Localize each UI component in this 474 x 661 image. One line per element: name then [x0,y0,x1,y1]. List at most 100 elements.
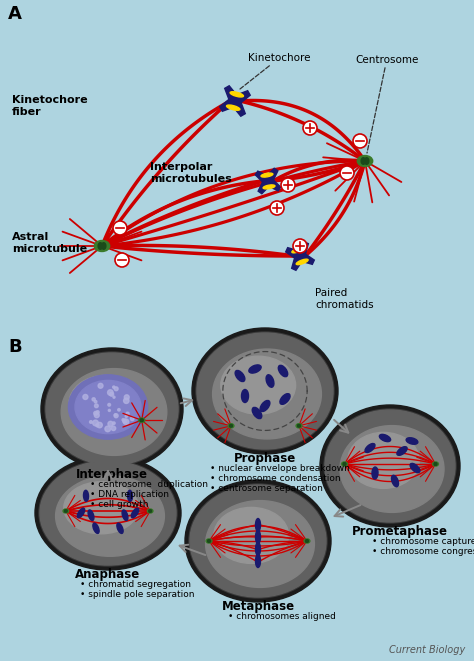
Polygon shape [255,171,271,184]
Circle shape [108,390,113,395]
Ellipse shape [410,463,420,473]
Ellipse shape [231,424,232,427]
Ellipse shape [365,444,375,453]
Circle shape [122,418,124,421]
Ellipse shape [379,434,391,442]
Ellipse shape [372,467,378,479]
Ellipse shape [131,508,139,518]
Circle shape [114,387,118,391]
Ellipse shape [241,389,248,403]
Circle shape [130,417,134,420]
Circle shape [124,395,129,400]
Circle shape [97,422,102,428]
Circle shape [270,201,284,215]
Circle shape [124,398,129,403]
Ellipse shape [209,540,210,542]
Ellipse shape [94,241,109,251]
Circle shape [114,414,117,416]
Ellipse shape [64,510,66,512]
Text: • chromosome condensation: • chromosome condensation [210,474,341,483]
Ellipse shape [228,424,234,428]
Text: • chromatid segregation: • chromatid segregation [80,580,191,589]
Ellipse shape [298,424,299,427]
Ellipse shape [230,92,244,97]
Circle shape [108,403,110,406]
Circle shape [108,409,110,411]
Polygon shape [232,91,250,106]
Ellipse shape [83,490,89,501]
Ellipse shape [68,375,147,439]
Text: Kinetochore
fiber: Kinetochore fiber [12,95,88,117]
Circle shape [111,426,116,430]
Ellipse shape [77,508,85,518]
Ellipse shape [406,438,418,444]
Polygon shape [230,98,245,116]
Circle shape [264,176,273,186]
Ellipse shape [46,353,178,465]
Ellipse shape [101,243,106,249]
Text: Prophase: Prophase [234,452,296,465]
Ellipse shape [117,523,123,533]
Text: A: A [8,5,22,23]
Circle shape [92,398,95,401]
Text: B: B [8,338,22,356]
Ellipse shape [361,158,365,165]
Ellipse shape [292,247,304,253]
Ellipse shape [75,380,141,434]
Ellipse shape [433,462,438,466]
Ellipse shape [249,365,261,373]
Circle shape [113,386,115,388]
Ellipse shape [263,185,275,189]
Circle shape [340,166,354,180]
Ellipse shape [35,456,181,570]
Text: Centrosome: Centrosome [355,55,419,153]
Ellipse shape [197,333,333,449]
Ellipse shape [307,540,309,542]
Ellipse shape [189,484,327,598]
Ellipse shape [348,432,419,488]
Ellipse shape [45,352,179,466]
Ellipse shape [122,510,128,520]
Ellipse shape [147,509,153,513]
Ellipse shape [392,475,399,486]
Text: • chromosomes aligned: • chromosomes aligned [228,612,336,621]
Ellipse shape [88,510,94,520]
Ellipse shape [324,409,456,523]
Ellipse shape [206,500,314,588]
Text: Metaphase: Metaphase [221,600,294,613]
Text: Prometaphase: Prometaphase [352,525,448,538]
Ellipse shape [39,460,177,566]
Ellipse shape [208,540,209,542]
Ellipse shape [325,410,455,522]
Circle shape [98,383,103,388]
Text: • centrosome  duplication: • centrosome duplication [90,480,208,489]
Ellipse shape [280,394,290,405]
Circle shape [96,410,99,414]
Ellipse shape [266,375,274,387]
Text: • spindle pole separation: • spindle pole separation [80,590,194,599]
Ellipse shape [435,463,437,465]
Text: Kinetochore: Kinetochore [240,53,310,89]
Text: • nuclear envelope breakdown: • nuclear envelope breakdown [210,464,350,473]
Circle shape [90,420,92,423]
Ellipse shape [260,401,270,412]
Text: Current Biology: Current Biology [389,645,465,655]
Ellipse shape [296,424,302,428]
Polygon shape [220,97,237,111]
Circle shape [94,401,97,403]
Ellipse shape [304,539,310,543]
Ellipse shape [235,370,245,381]
Text: Paired
chromatids: Paired chromatids [315,288,374,310]
Circle shape [96,424,99,427]
Polygon shape [225,86,239,104]
Ellipse shape [278,366,288,377]
Ellipse shape [229,424,231,427]
Ellipse shape [221,356,296,414]
Polygon shape [258,178,272,194]
Polygon shape [264,169,278,184]
Ellipse shape [61,369,167,455]
Text: Anaphase: Anaphase [75,568,141,581]
Text: • cell growth: • cell growth [90,500,148,509]
Ellipse shape [365,158,369,165]
Ellipse shape [255,518,261,531]
